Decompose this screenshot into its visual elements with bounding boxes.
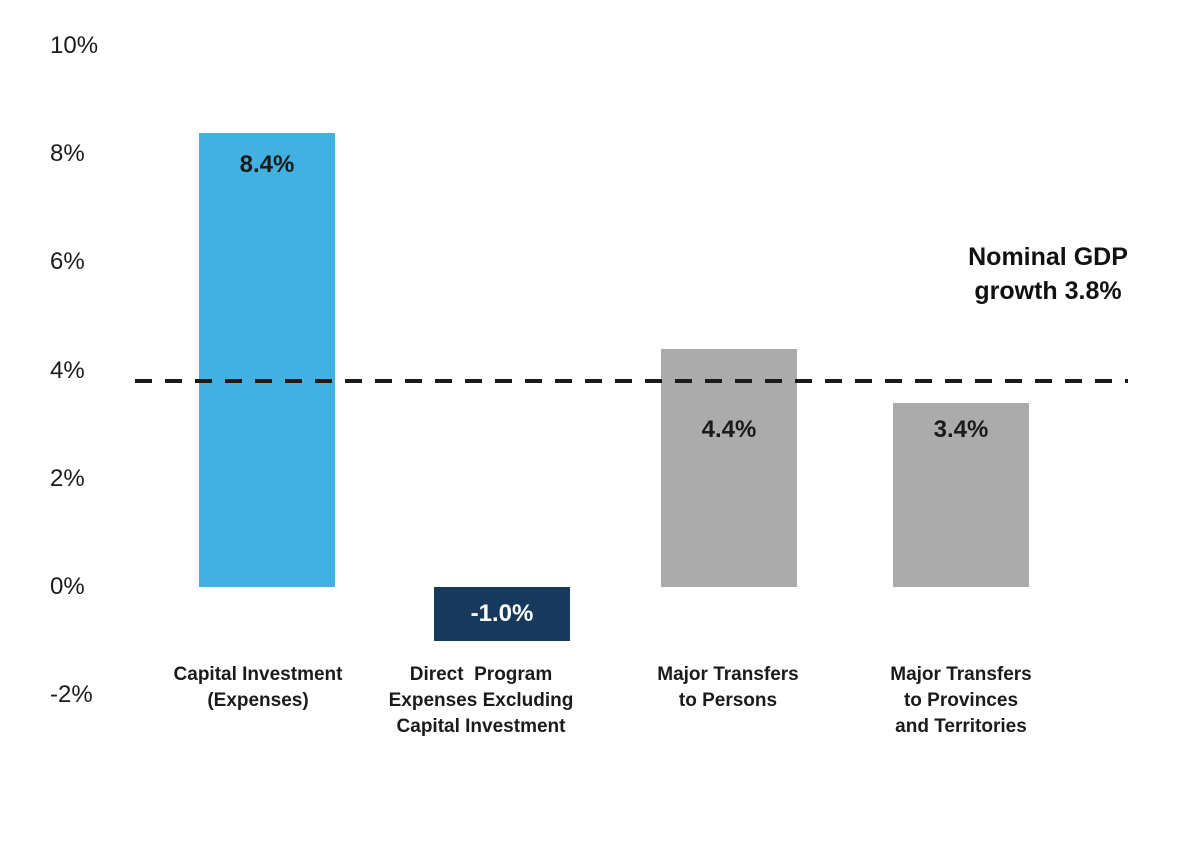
reference-line-label: Nominal GDP growth 3.8% <box>968 243 1128 305</box>
bar <box>661 348 797 587</box>
category-label: Direct Program Expenses Excluding Capita… <box>388 664 574 737</box>
y-axis-tick-label: 6% <box>50 248 85 276</box>
category-label: Major Transfers to Persons <box>657 664 799 711</box>
bar <box>434 587 570 642</box>
bar-value-label: 8.4% <box>239 151 295 179</box>
y-axis-tick-label: 10% <box>50 32 99 59</box>
reference-line <box>135 379 1128 384</box>
y-axis-tick-label: -2% <box>50 681 93 709</box>
y-axis-tick-label: 0% <box>50 573 85 600</box>
y-axis-tick-label: 8% <box>50 140 85 168</box>
y-axis-tick-label: 2% <box>50 464 85 492</box>
category-label: Capital Investment (Expenses) <box>173 664 343 711</box>
category-label: Major Transfers to Provinces and Territo… <box>890 664 1032 737</box>
bar <box>199 132 335 587</box>
bar <box>893 403 1029 587</box>
bar-value-label: -1.0% <box>470 600 534 628</box>
bar-value-label: 3.4% <box>933 416 989 444</box>
y-axis-tick-label: 4% <box>50 356 85 384</box>
bar-value-label: 4.4% <box>701 416 757 444</box>
